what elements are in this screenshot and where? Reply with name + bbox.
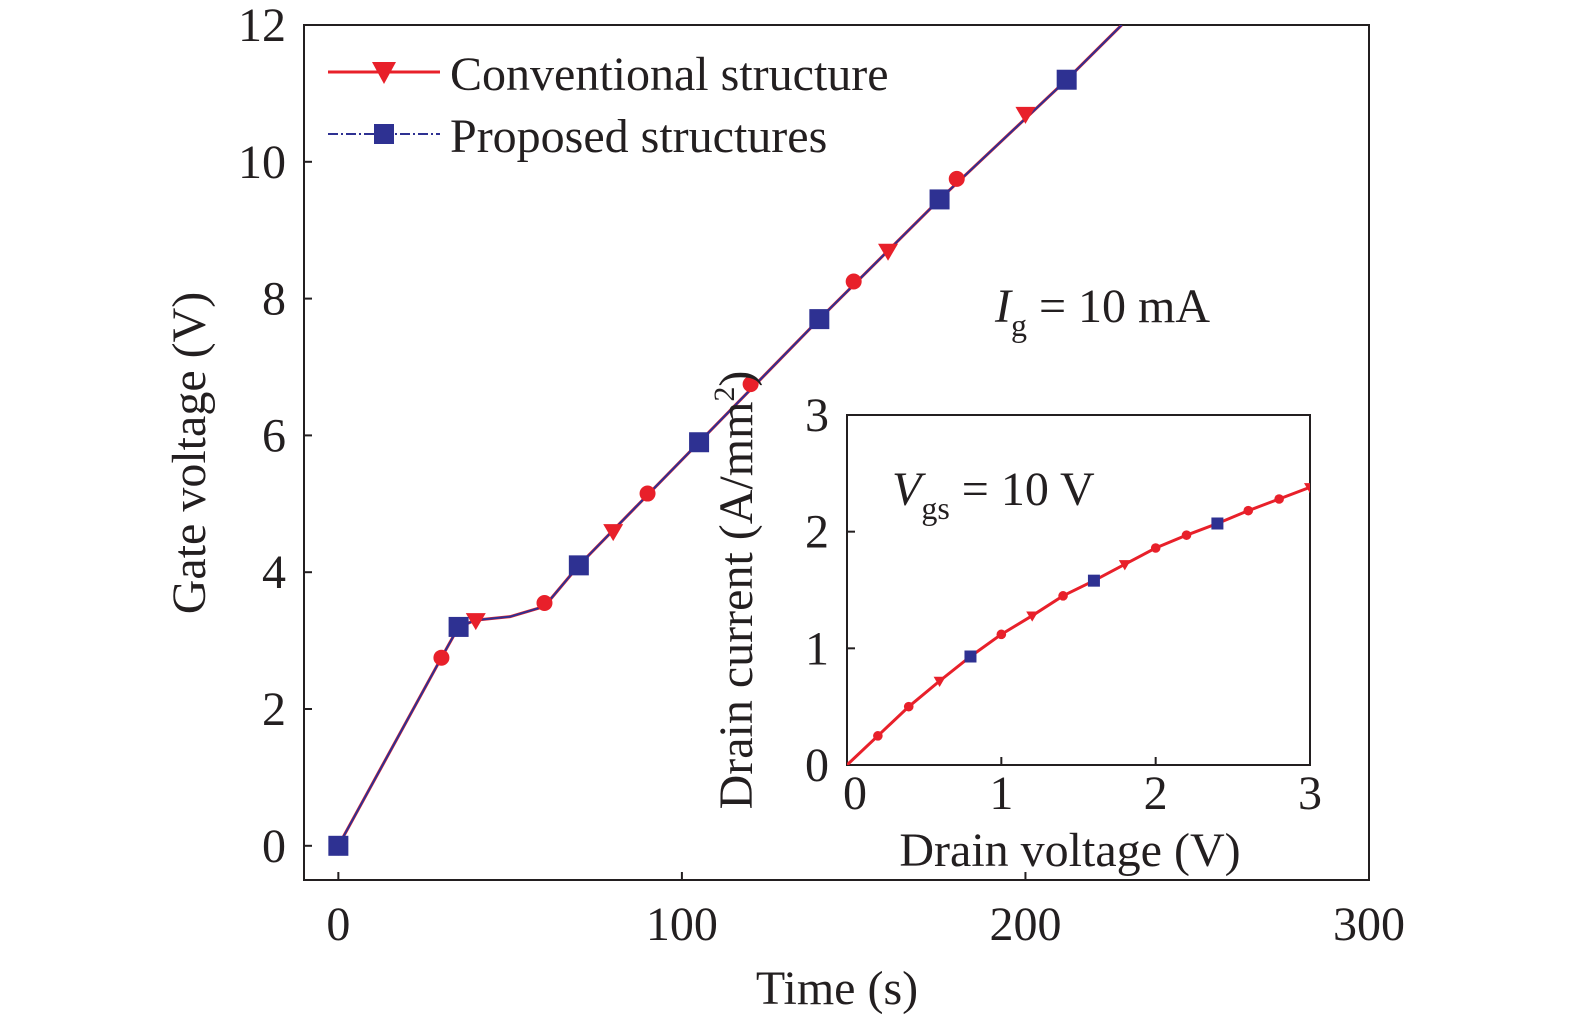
inset-annotation-sub: gs [921, 490, 949, 526]
data-point-triangle [1015, 106, 1036, 124]
y-tick-label: 10 [238, 136, 286, 189]
x-tick-label: 100 [646, 898, 718, 951]
main-series [328, 25, 1123, 856]
data-point-circle [1243, 505, 1254, 516]
data-point-circle [1150, 543, 1161, 553]
data-point-circle [873, 731, 883, 741]
data-point-square [689, 432, 710, 453]
y-tick-label: 2 [805, 506, 829, 559]
data-point-square [809, 309, 830, 330]
data-point-circle [639, 485, 656, 502]
data-point-circle [536, 594, 553, 611]
data-point-square [1211, 517, 1224, 530]
data-point-circle [948, 170, 965, 187]
main-annotation: Ig = 10 mA [994, 280, 1210, 343]
data-point-circle [1058, 591, 1068, 601]
inset-ylabel-main: Drain current (A/mm [710, 402, 763, 810]
data-point-square [448, 616, 469, 637]
main-x-axis-label: Time (s) [756, 962, 918, 1015]
inset-ylabel-sup: 2 [708, 387, 741, 402]
inset-plot-frame [846, 414, 1311, 766]
legend-square-marker [374, 124, 394, 144]
data-point-circle [903, 701, 914, 712]
data-point-square [929, 189, 950, 210]
data-point-square [1087, 574, 1100, 587]
x-tick-label: 0 [326, 898, 350, 951]
x-tick-label: 3 [1298, 767, 1322, 820]
annotation-symbol: I [994, 280, 1013, 333]
y-tick-label: 3 [805, 389, 829, 442]
y-tick-label: 12 [238, 0, 286, 52]
legend-conventional: Conventional structure [450, 48, 889, 101]
data-point-circle [1181, 530, 1192, 540]
legend: Conventional structure Proposed structur… [328, 48, 889, 163]
y-tick-label: 8 [262, 273, 286, 326]
inset-annotation-text: = 10 V [950, 463, 1095, 516]
annotation-sub: g [1011, 307, 1027, 343]
data-point-triangle [878, 243, 899, 261]
annotation-text: = 10 mA [1027, 280, 1210, 333]
data-point-circle [433, 649, 450, 666]
data-point-triangle [603, 524, 624, 542]
y-tick-label: 0 [805, 739, 829, 792]
data-point-square [964, 650, 977, 663]
data-point-square [1056, 69, 1077, 90]
y-tick-label: 1 [805, 622, 829, 675]
x-tick-label: 1 [989, 767, 1013, 820]
data-point-circle [845, 273, 862, 290]
data-point-square [328, 835, 349, 856]
inset-annotation: Vgs = 10 V [892, 463, 1095, 526]
series-line [847, 485, 1310, 765]
data-point-circle [742, 376, 759, 393]
y-tick-label: 4 [262, 546, 286, 599]
data-point-circle [996, 629, 1007, 640]
legend-triangle-marker [372, 62, 396, 84]
main-y-axis-label: Gate voltage (V) [163, 292, 216, 615]
data-point-triangle [465, 613, 486, 631]
y-tick-label: 6 [262, 409, 286, 462]
y-tick-label: 0 [262, 820, 286, 873]
x-tick-label: 300 [1333, 898, 1405, 951]
inset-y-axis-label: Drain current (A/mm2) [708, 371, 763, 810]
data-point-triangle [1026, 611, 1039, 622]
x-tick-label: 0 [843, 767, 867, 820]
x-tick-label: 200 [989, 898, 1061, 951]
x-tick-label: 2 [1144, 767, 1168, 820]
inset-series [847, 483, 1310, 765]
data-point-triangle [933, 676, 946, 687]
legend-proposed: Proposed structures [450, 110, 827, 163]
data-point-circle [1274, 494, 1284, 504]
inset-annotation-symbol: V [892, 463, 926, 516]
inset-ylabel-end: ) [710, 371, 763, 387]
data-point-triangle [1118, 560, 1131, 571]
data-point-square [568, 555, 589, 576]
y-tick-label: 2 [262, 683, 286, 736]
data-point-triangle [1304, 483, 1310, 494]
inset-x-axis-label: Drain voltage (V) [899, 824, 1240, 877]
